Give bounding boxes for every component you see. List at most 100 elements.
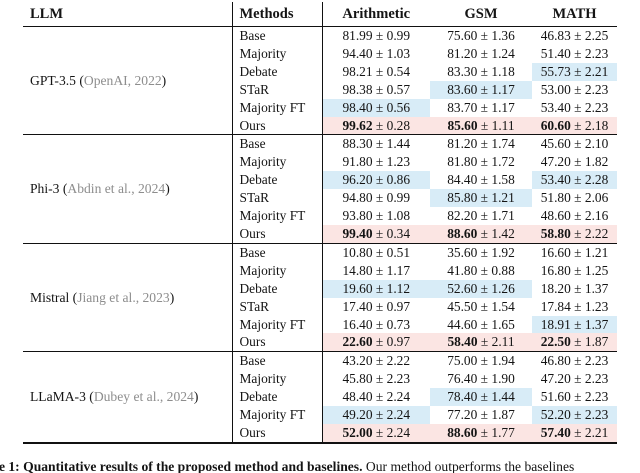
- metric-cell: 75.60 ± 1.36: [447, 28, 515, 43]
- llm-name: GPT-3.5: [30, 72, 80, 88]
- metric-mean: 18.91: [540, 316, 571, 332]
- citation-paren-close: ): [193, 389, 199, 405]
- metric-mean: 52.20: [540, 407, 571, 423]
- metric-mean: 51.80: [540, 190, 571, 206]
- metric-mean: 83.30: [447, 63, 478, 79]
- method-cell: Majority: [231, 44, 323, 63]
- table-row: Majority FT 98.40 ± 0.56 83.70 ± 1.17 53.40…: [23, 98, 617, 117]
- metric-cell: 43.20 ± 2.22: [342, 353, 411, 369]
- metric-cell: 58.40 ± 2.11: [430, 333, 532, 352]
- metric-mean: 58.40: [447, 334, 478, 350]
- metric-cell: 47.20 ± 2.23: [540, 371, 609, 387]
- metric-mean: 48.40: [342, 389, 373, 405]
- metric-cell: 46.83 ± 2.25: [540, 28, 609, 43]
- table-row: Ours 52.00 ± 2.24 88.60 ± 1.77 57.40 ± 2.21: [23, 423, 617, 443]
- metric-mean: 45.60: [540, 136, 571, 152]
- metric-cell: 51.80 ± 2.06: [540, 190, 609, 206]
- metric-mean: 81.20: [447, 136, 478, 152]
- llm-name: Mistral: [30, 289, 73, 305]
- method-cell: STaR: [231, 297, 323, 316]
- metric-cell: 45.80 ± 2.23: [342, 371, 411, 387]
- metric-cell: 85.60 ± 1.11: [430, 116, 532, 135]
- metric-cell: 81.99 ± 0.99: [342, 28, 411, 43]
- metric-mean: 41.80: [447, 262, 478, 278]
- metric-cell: 17.40 ± 0.97: [342, 298, 411, 314]
- method-cell: Base: [231, 351, 323, 371]
- metric-cell: 84.40 ± 1.58: [447, 172, 515, 188]
- metric-mean: 84.40: [447, 172, 478, 188]
- table-row: Debate 98.21 ± 0.54 83.30 ± 1.18 55.73 ± 2.…: [23, 62, 617, 81]
- metric-mean: 49.20: [342, 407, 373, 423]
- metric-cell: 48.60 ± 2.16: [540, 208, 609, 224]
- table-row: Ours 99.62 ± 0.28 85.60 ± 1.11 60.60 ± 2.18: [23, 116, 617, 135]
- method-cell: Ours: [231, 333, 323, 352]
- metric-cell: 52.60 ± 1.26: [430, 279, 532, 298]
- metric-mean: 48.60: [540, 208, 571, 224]
- metric-mean: 45.50: [447, 298, 478, 314]
- metric-cell: 76.40 ± 1.90: [447, 371, 515, 387]
- table-row: LLaMA-3 (Dubey et al., 2024) Base 43.20 ± …: [23, 351, 617, 404]
- table-row: Majority FT 16.40 ± 0.73 44.60 ± 1.65 18.91…: [23, 315, 617, 334]
- metric-mean: 75.60: [447, 28, 478, 43]
- metric-mean: 16.40: [342, 316, 373, 332]
- llm-cell: Mistral (Jiang et al., 2023): [23, 243, 232, 351]
- caption-rest-text: Our method outperforms the baselines: [365, 459, 575, 473]
- table-row: STaR 94.80 ± 0.99 85.80 ± 1.21 51.80 ± 2.06: [23, 189, 617, 208]
- method-cell: Debate: [231, 388, 323, 407]
- metric-cell: 51.40 ± 2.23: [540, 45, 609, 61]
- metric-mean: 16.60: [540, 244, 571, 260]
- metric-mean: 85.60: [447, 117, 478, 133]
- metric-mean: 83.60: [447, 81, 478, 97]
- table-row: Majority 91.80 ± 1.23 81.80 ± 1.72 47.20 ± …: [23, 153, 617, 172]
- metric-cell: 98.21 ± 0.54: [342, 63, 411, 79]
- method-cell: Ours: [231, 116, 323, 135]
- metric-cell: 81.20 ± 1.74: [447, 136, 515, 152]
- metric-cell: 22.50 ± 1.87: [532, 333, 617, 352]
- method-cell: Majority FT: [231, 315, 323, 334]
- llm-cell: LLaMA-3 (Dubey et al., 2024): [23, 352, 232, 443]
- metric-cell: 60.60 ± 2.18: [532, 116, 617, 135]
- metric-cell: 53.40 ± 2.23: [540, 99, 609, 115]
- metric-mean: 46.80: [540, 353, 571, 369]
- metric-cell: 48.40 ± 2.24: [342, 389, 411, 405]
- table-row: Phi-3 (Abdin et al., 2024) Base 88.30 ± 1.…: [23, 134, 617, 196]
- metric-cell: 52.20 ± 2.23: [532, 406, 617, 424]
- metric-cell: 57.40 ± 2.21: [532, 423, 617, 443]
- results-table: LLM Methods Arithmetic GSM MATH GPT-3.5 …: [23, 2, 617, 444]
- metric-mean: 53.40: [540, 99, 571, 115]
- table-row: Debate 48.40 ± 2.24 78.40 ± 1.44 51.60 ± 2.…: [23, 388, 617, 407]
- metric-cell: 99.62 ± 0.28: [322, 116, 430, 135]
- metric-cell: 81.80 ± 1.72: [447, 154, 515, 170]
- metric-cell: 88.60 ± 1.77: [430, 423, 532, 443]
- citation-paren-open: (: [89, 389, 94, 405]
- metric-cell: 98.38 ± 0.57: [342, 81, 411, 97]
- metric-mean: 99.40: [342, 225, 373, 241]
- metric-cell: 47.20 ± 1.82: [540, 154, 609, 170]
- metric-mean: 17.84: [540, 298, 571, 314]
- citation-paren-open: (: [79, 72, 84, 88]
- table-header: LLM Methods Arithmetic GSM MATH: [23, 2, 617, 27]
- table-row: Ours 22.60 ± 0.97 58.40 ± 2.11 22.50 ± 1.87: [23, 333, 617, 352]
- metric-mean: 94.80: [342, 190, 373, 206]
- metric-mean: 88.30: [342, 136, 373, 152]
- header-methods: Methods: [231, 2, 323, 27]
- metric-mean: 57.40: [540, 424, 571, 440]
- metric-mean: 17.40: [342, 298, 373, 314]
- metric-mean: 58.80: [540, 225, 571, 241]
- citation-paren-open: (: [62, 181, 68, 197]
- metric-cell: 52.00 ± 2.24: [322, 423, 430, 443]
- citation-paren-open: (: [72, 289, 78, 305]
- metric-mean: 91.80: [342, 154, 373, 170]
- metric-cell: 81.20 ± 1.24: [447, 45, 515, 61]
- table-row: STaR 98.38 ± 0.57 83.60 ± 1.17 53.00 ± 2.23: [23, 80, 617, 99]
- metric-mean: 44.60: [447, 316, 478, 332]
- metric-mean: 75.00: [447, 353, 478, 369]
- table-row: Majority FT 49.20 ± 2.24 77.20 ± 1.87 52.20…: [23, 406, 617, 424]
- metric-mean: 88.60: [447, 424, 478, 440]
- metric-mean: 81.20: [447, 45, 478, 61]
- table-row: GPT-3.5 (OpenAI, 2022) Base 81.99 ± 0.99 75…: [23, 26, 617, 88]
- metric-cell: 88.30 ± 1.44: [342, 136, 411, 152]
- metric-cell: 18.20 ± 1.37: [540, 280, 609, 296]
- metric-cell: 93.80 ± 1.08: [342, 208, 411, 224]
- metric-mean: 47.20: [540, 371, 571, 387]
